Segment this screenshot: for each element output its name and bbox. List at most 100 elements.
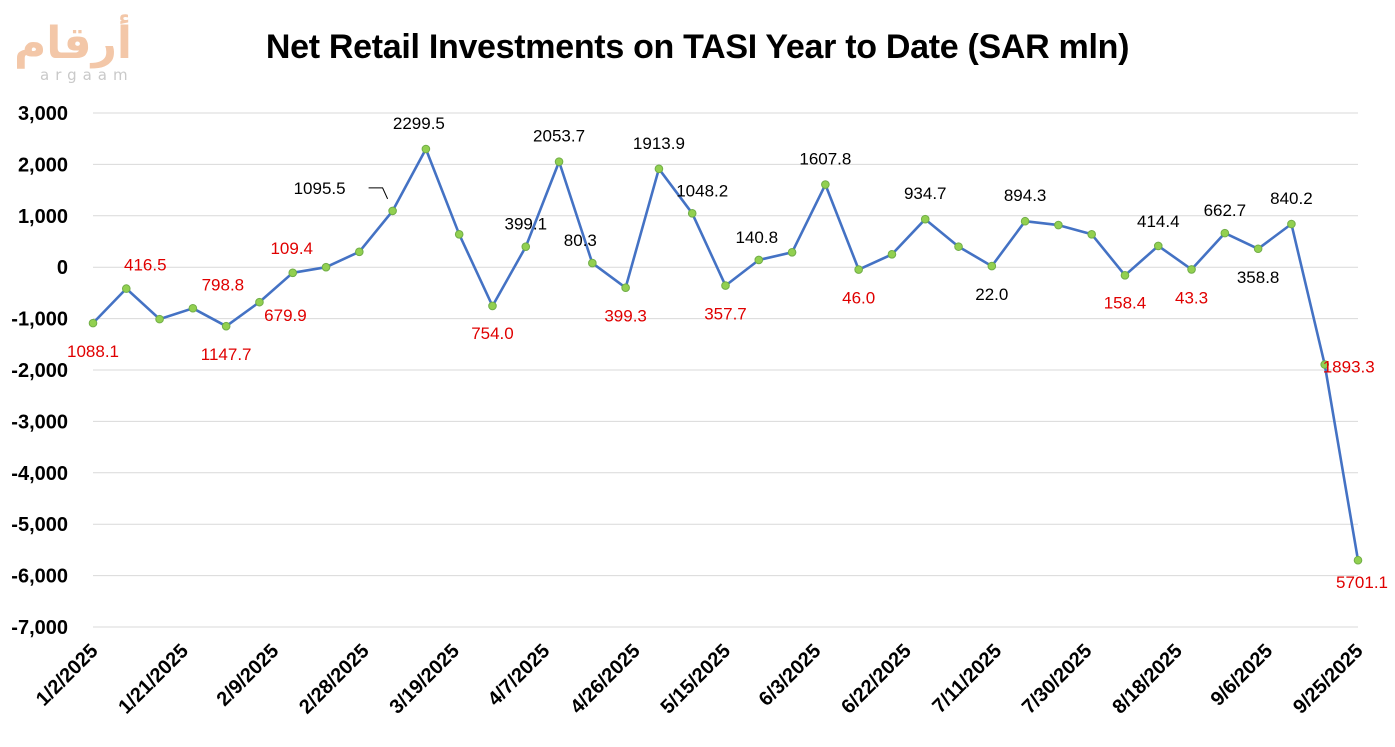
data-point: [388, 206, 397, 216]
data-label: 1095.5: [294, 179, 346, 198]
x-tick-label: 1/2/2025: [32, 640, 103, 711]
x-tick-label: 9/6/2025: [1207, 640, 1278, 711]
data-point: [355, 247, 364, 257]
data-point: [721, 281, 730, 290]
data-point: [754, 255, 764, 265]
x-tick-label: 8/18/2025: [1108, 640, 1186, 718]
y-tick-label: -4,000: [11, 463, 68, 485]
data-labels: 1088.1 416.5 798.8 1147.7 679.9 109.4 1095.5 22…: [67, 114, 1388, 592]
data-point: [121, 284, 131, 293]
data-label: 399.1: [504, 215, 547, 234]
y-tick-label: -3,000: [11, 411, 68, 433]
y-tick-label: -1,000: [11, 309, 68, 331]
data-point: [987, 261, 997, 271]
data-label: 2053.7: [533, 127, 585, 146]
series-line: [92, 147, 1360, 561]
data-point: [1120, 271, 1130, 280]
data-point: [221, 321, 231, 331]
data-point: [854, 265, 863, 274]
data-points: [88, 144, 1363, 565]
data-point: [521, 242, 531, 251]
data-point: [321, 262, 331, 272]
label-leader-line: [368, 187, 389, 200]
data-label: 5701.1: [1336, 573, 1388, 592]
data-label: 158.4: [1104, 293, 1147, 312]
data-label: 416.5: [124, 256, 167, 275]
data-point: [1087, 230, 1096, 239]
data-label: 80.3: [564, 231, 597, 250]
chart-title: Net Retail Investments on TASI Year to D…: [265, 28, 1130, 66]
y-tick-label: 3,000: [18, 103, 68, 125]
x-tick-label: 9/25/2025: [1289, 640, 1367, 718]
argaam-logo: أرقام argaam: [10, 18, 170, 88]
data-label: 798.8: [202, 275, 245, 294]
data-point: [1320, 360, 1330, 369]
data-point: [1220, 228, 1230, 238]
data-label: 1913.9: [633, 134, 685, 153]
series-line-group: [92, 147, 1360, 561]
y-tick-label: -5,000: [11, 514, 68, 536]
data-label: 399.3: [604, 307, 647, 326]
data-label: 414.4: [1137, 212, 1180, 231]
x-tick-label: 1/21/2025: [114, 640, 192, 718]
data-label: 1088.1: [67, 342, 119, 361]
y-tick-label: -2,000: [11, 360, 68, 382]
data-label: 2299.5: [393, 114, 445, 133]
x-tick-label: 7/11/2025: [928, 640, 1006, 718]
data-label: 46.0: [842, 289, 875, 308]
data-point: [887, 250, 897, 259]
data-label: 1893.3: [1323, 358, 1375, 377]
x-tick-label: 7/30/2025: [1018, 640, 1096, 718]
x-tick-label: 4/26/2025: [566, 640, 644, 718]
data-point: [588, 258, 597, 268]
data-label: 1048.2: [676, 181, 728, 200]
logo-arabic-text: أرقام: [14, 18, 132, 69]
data-label: 22.0: [975, 285, 1008, 304]
data-label: 43.3: [1175, 288, 1208, 307]
x-tick-label: 3/19/2025: [385, 640, 463, 718]
y-tick-label: 2,000: [18, 154, 68, 176]
x-tick-label: 5/15/2025: [657, 640, 735, 718]
data-point: [787, 247, 797, 257]
gridlines: [93, 112, 1358, 628]
data-point: [687, 209, 697, 218]
y-tick-label: 1,000: [18, 206, 68, 228]
data-point: [488, 301, 497, 311]
data-point: [1054, 220, 1063, 230]
y-tick-label: -7,000: [11, 617, 68, 639]
data-point: [1253, 244, 1263, 254]
data-point: [155, 314, 164, 324]
data-point: [188, 303, 198, 313]
logo-latin-text: argaam: [40, 66, 134, 84]
data-label: 662.7: [1204, 201, 1247, 220]
data-point: [1187, 265, 1196, 274]
x-tick-label: 6/3/2025: [755, 640, 826, 711]
data-point: [821, 180, 830, 189]
data-label: 1607.8: [799, 150, 851, 169]
data-point: [255, 297, 264, 307]
data-point: [1353, 555, 1363, 565]
data-point: [288, 268, 298, 278]
data-label: 754.0: [471, 324, 514, 343]
x-tick-label: 2/9/2025: [213, 640, 284, 711]
data-point: [1020, 216, 1030, 226]
data-label: 679.9: [264, 306, 307, 325]
data-point: [88, 318, 98, 328]
y-tick-label: 0: [57, 257, 68, 279]
data-label: 934.7: [904, 184, 947, 203]
data-label: 358.8: [1237, 268, 1280, 287]
data-point: [954, 242, 963, 251]
data-label: 109.4: [270, 239, 313, 258]
data-point: [1287, 219, 1296, 229]
x-tick-label: 6/22/2025: [837, 640, 915, 718]
data-label: 357.7: [704, 305, 747, 324]
data-point: [621, 283, 630, 293]
y-axis-ticks: 3,000 2,000 1,000 0 -1,000 -2,000 -3,000 -4,000…: [11, 103, 68, 639]
data-point: [421, 144, 431, 154]
y-tick-label: -6,000: [11, 566, 68, 588]
data-point: [920, 214, 930, 224]
x-tick-label: 2/28/2025: [295, 640, 373, 718]
data-point: [1153, 241, 1163, 251]
x-tick-label: 4/7/2025: [484, 640, 555, 711]
